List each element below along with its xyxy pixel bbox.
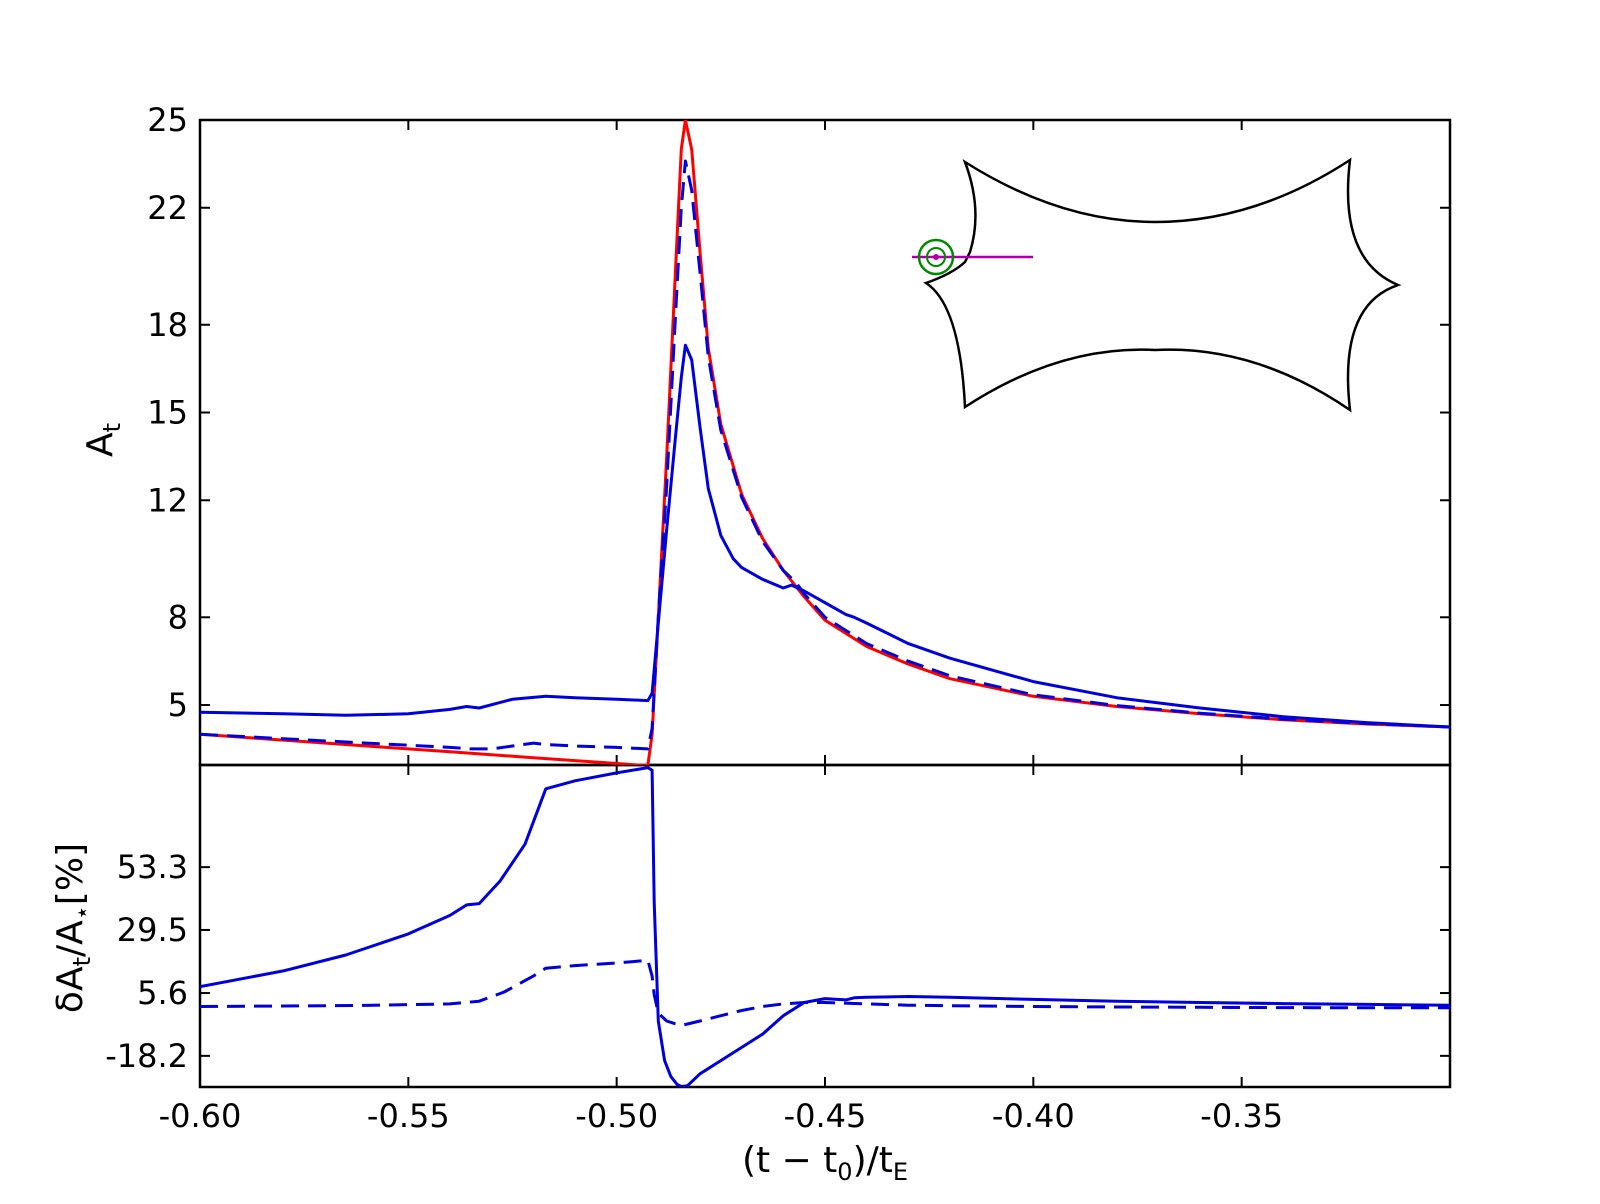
top-panel-series [200,120,1450,765]
y-tick-label: 12 [147,481,188,519]
top-series-line-0 [200,120,1450,765]
x-tick-label: -0.60 [159,1097,242,1135]
y-tick-label: -18.2 [105,1037,188,1075]
top-y-axis-label: At [80,423,126,457]
bottom-series-line-0 [200,766,1450,1087]
y-tick-label: 5.6 [137,974,188,1012]
x-tick-label: -0.35 [1200,1097,1283,1135]
x-tick-label: -0.50 [575,1097,658,1135]
bottom-panel-series [200,766,1450,1087]
x-tick-label: -0.55 [367,1097,450,1135]
caustic-curve [923,157,1402,413]
source-ring-outer [917,238,955,276]
ticks-layer: -0.60 -0.55 -0.50 -0.45 -0.40 -0.35 5 8 12 15 18 22… [105,101,1450,1135]
y-tick-label: 18 [147,306,188,344]
caustic-inset [912,157,1402,413]
y-tick-label: 53.3 [117,848,188,886]
bottom-panel-frame [198,763,1452,1089]
y-tick-label: 8 [168,598,188,636]
x-tick-label: -0.40 [992,1097,1075,1135]
source-ring-inner [926,247,946,267]
y-tick-label: 5 [168,686,188,724]
y-tick-label: 29.5 [117,911,188,949]
top-panel-frame [198,118,1452,767]
y-tick-label: 25 [147,101,188,139]
bottom-series-line-1 [200,958,1450,1027]
x-tick-label: -0.45 [784,1097,867,1135]
top-series-line-2 [200,343,1450,729]
top-series-line-1 [200,159,1450,751]
x-axis-label: (t − t0)/tE [742,1140,908,1186]
bottom-y-axis-label: δAt/A⋆[%] [50,843,96,1013]
source-center-dot [933,254,939,260]
y-tick-label: 22 [147,189,188,227]
y-tick-label: 15 [147,394,188,432]
